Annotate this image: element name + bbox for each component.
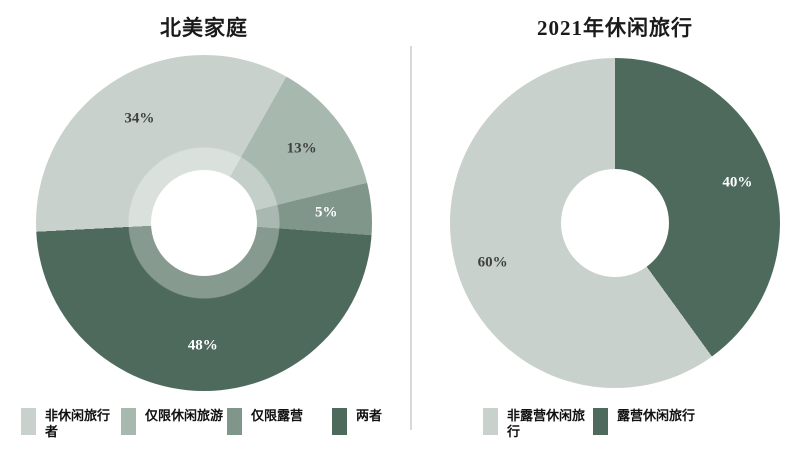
legend-left: 非休闲旅行者 仅限休闲旅游 仅限露营 两者 [0, 408, 800, 448]
legend-item: 露营休闲旅行 [593, 408, 695, 435]
legend-swatch-icon [227, 408, 242, 435]
slice-value-label: 40% [722, 174, 753, 191]
legend-label: 仅限露营 [251, 408, 304, 423]
legend-label: 非休闲旅行者 [45, 408, 111, 439]
legend-swatch-icon [332, 408, 347, 435]
legend-swatch-icon [21, 408, 36, 435]
legend-swatch-icon [593, 408, 608, 435]
legend-label: 非露营休闲旅行 [507, 408, 586, 439]
legend-item: 两者 [332, 408, 382, 435]
vertical-divider [410, 46, 412, 430]
legend-item: 非休闲旅行者 [21, 408, 111, 439]
slice-value-label: 60% [477, 254, 508, 271]
donut-chart-left: 34% 13% 5% 48% [36, 55, 372, 391]
legend-swatch-icon [483, 408, 498, 435]
donut-chart-right: 60% 40% [450, 58, 780, 388]
chart-title-left: 北美家庭 [160, 16, 248, 40]
slice-value-label: 34% [124, 110, 155, 127]
legend-item: 仅限露营 [227, 408, 303, 435]
legend-swatch-icon [121, 408, 136, 435]
chart-title-right: 2021年休闲旅行 [537, 16, 693, 40]
slice-value-label: 5% [314, 204, 338, 221]
legend-item: 非露营休闲旅行 [483, 408, 587, 439]
legend-label: 两者 [356, 408, 383, 423]
legend-right: 非露营休闲旅行 露营休闲旅行 [0, 408, 800, 448]
slice-value-label: 13% [286, 140, 317, 157]
legend-item: 仅限休闲旅游 [121, 408, 223, 435]
donut-hole-left [151, 170, 257, 276]
slice-value-label: 48% [187, 337, 218, 354]
legend-label: 露营休闲旅行 [617, 408, 696, 423]
donut-hole-right [561, 169, 669, 277]
legend-label: 仅限休闲旅游 [145, 408, 224, 423]
